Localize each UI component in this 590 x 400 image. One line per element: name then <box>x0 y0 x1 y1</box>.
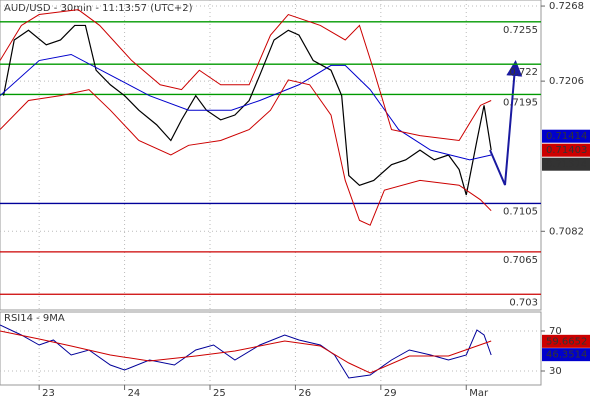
chart-title: AUD/USD - 30min - 11:13:57 (UTC+2) <box>4 3 193 14</box>
value-tag-label: 0.71403 <box>546 145 587 156</box>
y-tick-label: 0.7268 <box>549 1 584 12</box>
series-line <box>2 24 492 196</box>
forecast-arrow <box>489 60 523 186</box>
x-tick-label: 25 <box>213 388 226 399</box>
value-tag <box>542 348 590 362</box>
rsi-title: RSI14 - 9MA <box>4 313 65 324</box>
value-tag-label: 46.3514 <box>546 350 587 361</box>
value-tag-label: 0.71374 <box>546 159 587 170</box>
x-tick-label: 23 <box>42 388 55 399</box>
x-tick-label: 26 <box>298 388 311 399</box>
level-label: 0.722 <box>509 67 538 78</box>
level-label: 0.7105 <box>503 206 538 217</box>
y-tick-label: 0.7206 <box>549 76 584 87</box>
value-tag <box>542 157 590 171</box>
value-tag-label: 59.6652 <box>546 336 587 347</box>
value-tag-label: 0.71414 <box>546 131 587 142</box>
x-tick-label: 29 <box>384 388 397 399</box>
level-label: 0.703 <box>509 297 538 308</box>
series-line <box>0 330 492 374</box>
rsi-frame <box>0 311 542 386</box>
y-tick-label: 30 <box>549 366 562 377</box>
x-tick-label: 24 <box>128 388 141 399</box>
main-frame <box>0 0 542 311</box>
series-line <box>0 324 492 379</box>
series-line <box>0 79 492 226</box>
level-label: 0.7065 <box>503 255 538 266</box>
value-tag <box>542 334 590 348</box>
value-tag <box>542 129 590 143</box>
value-tag <box>542 143 590 157</box>
series-line <box>0 53 492 161</box>
y-tick-label: 70 <box>549 326 562 337</box>
x-tick-label: Mar <box>469 388 489 399</box>
level-label: 0.7255 <box>503 25 538 36</box>
series-line <box>0 9 492 142</box>
level-label: 0.7195 <box>503 97 538 108</box>
y-tick-label: 0.7082 <box>549 226 584 237</box>
